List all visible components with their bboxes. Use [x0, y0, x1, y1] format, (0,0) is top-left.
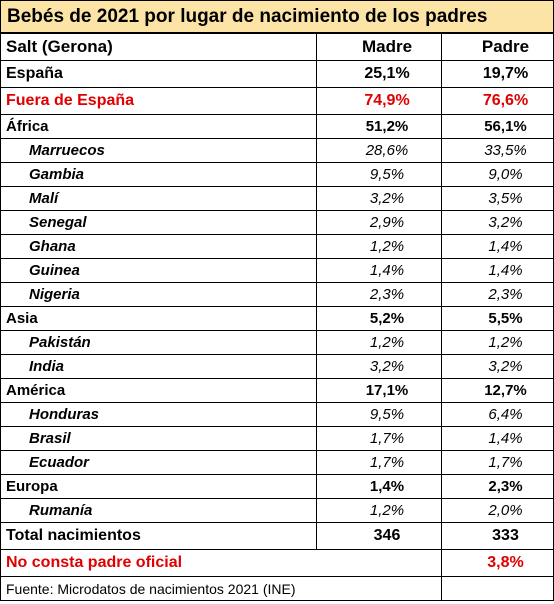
table-row-europa: Europa 1,4% 2,3% [0, 474, 554, 499]
row-label: Rumanía [0, 498, 317, 523]
father-value: 5,5% [441, 306, 554, 331]
row-label: Brasil [0, 426, 317, 451]
table-row-total: Total nacimientos 346 333 [0, 522, 554, 550]
table-row-source: Fuente: Microdatos de nacimientos 2021 (… [0, 576, 554, 601]
header-mother: Madre [316, 33, 442, 61]
header-row: Salt (Gerona) Madre Padre [0, 33, 554, 61]
births-table: Salt (Gerona) Madre Padre España 25,1% 19,… [0, 33, 554, 601]
table-row-africa: África 51,2% 56,1% [0, 114, 554, 139]
table-row-gambia: Gambia 9,5% 9,0% [0, 162, 554, 187]
table-row-espana: España 25,1% 19,7% [0, 60, 554, 88]
mother-value: 28,6% [316, 138, 442, 163]
table-row-asia: Asia 5,2% 5,5% [0, 306, 554, 331]
father-value: 2,3% [441, 282, 554, 307]
mother-value: 9,5% [316, 402, 442, 427]
mother-value: 51,2% [316, 114, 442, 139]
table-row-honduras: Honduras 9,5% 6,4% [0, 402, 554, 427]
father-value: 6,4% [441, 402, 554, 427]
table-row-fuera-de-espana: Fuera de España 74,9% 76,6% [0, 87, 554, 115]
mother-value: 3,2% [316, 186, 442, 211]
total-mother: 346 [316, 522, 442, 550]
source-note: Fuente: Microdatos de nacimientos 2021 (… [0, 576, 442, 601]
table-row-brasil: Brasil 1,7% 1,4% [0, 426, 554, 451]
mother-value: 74,9% [316, 87, 442, 115]
mother-value: 5,2% [316, 306, 442, 331]
row-label: España [0, 60, 317, 88]
mother-value: 25,1% [316, 60, 442, 88]
row-label: Marruecos [0, 138, 317, 163]
table-row-india: India 3,2% 3,2% [0, 354, 554, 379]
father-value: 33,5% [441, 138, 554, 163]
father-value: 1,4% [441, 234, 554, 259]
row-label: Guinea [0, 258, 317, 283]
mother-value: 3,2% [316, 354, 442, 379]
mother-value: 9,5% [316, 162, 442, 187]
header-place: Salt (Gerona) [0, 33, 317, 61]
father-value: 56,1% [441, 114, 554, 139]
father-value: 9,0% [441, 162, 554, 187]
header-father: Padre [441, 33, 554, 61]
mother-value: 1,2% [316, 498, 442, 523]
row-label: Fuera de España [0, 87, 317, 115]
table-row-rumania: Rumanía 1,2% 2,0% [0, 498, 554, 523]
mother-value: 2,9% [316, 210, 442, 235]
row-label: India [0, 354, 317, 379]
source-empty [441, 576, 554, 601]
mother-value: 1,4% [316, 258, 442, 283]
mother-value: 1,7% [316, 426, 442, 451]
mother-value: 2,3% [316, 282, 442, 307]
mother-value: 1,7% [316, 450, 442, 475]
row-label: Ghana [0, 234, 317, 259]
row-label: Asia [0, 306, 317, 331]
father-value: 19,7% [441, 60, 554, 88]
father-value: 3,2% [441, 354, 554, 379]
table-row-no-father: No consta padre oficial 3,8% [0, 549, 554, 577]
father-value: 2,0% [441, 498, 554, 523]
mother-value: 1,2% [316, 330, 442, 355]
total-label: Total nacimientos [0, 522, 317, 550]
row-label: Gambia [0, 162, 317, 187]
table-row-marruecos: Marruecos 28,6% 33,5% [0, 138, 554, 163]
row-label: Honduras [0, 402, 317, 427]
row-label: Senegal [0, 210, 317, 235]
row-label: Malí [0, 186, 317, 211]
row-label: Pakistán [0, 330, 317, 355]
no-father-mother-empty [316, 549, 442, 577]
row-label: Nigeria [0, 282, 317, 307]
father-value: 76,6% [441, 87, 554, 115]
table-row-mali: Malí 3,2% 3,5% [0, 186, 554, 211]
father-value: 2,3% [441, 474, 554, 499]
father-value: 1,4% [441, 258, 554, 283]
total-father: 333 [441, 522, 554, 550]
mother-value: 17,1% [316, 378, 442, 403]
table-row-ghana: Ghana 1,2% 1,4% [0, 234, 554, 259]
father-value: 1,4% [441, 426, 554, 451]
row-label: África [0, 114, 317, 139]
table-title: Bebés de 2021 por lugar de nacimiento de… [0, 0, 554, 33]
no-father-label: No consta padre oficial [0, 549, 317, 577]
table-row-nigeria: Nigeria 2,3% 2,3% [0, 282, 554, 307]
row-label: Ecuador [0, 450, 317, 475]
father-value: 3,2% [441, 210, 554, 235]
table-row-pakistan: Pakistán 1,2% 1,2% [0, 330, 554, 355]
table-row-america: América 17,1% 12,7% [0, 378, 554, 403]
table-row-ecuador: Ecuador 1,7% 1,7% [0, 450, 554, 475]
father-value: 1,7% [441, 450, 554, 475]
row-label: Europa [0, 474, 317, 499]
father-value: 1,2% [441, 330, 554, 355]
table-row-guinea: Guinea 1,4% 1,4% [0, 258, 554, 283]
father-value: 12,7% [441, 378, 554, 403]
no-father-value: 3,8% [441, 549, 554, 577]
mother-value: 1,4% [316, 474, 442, 499]
mother-value: 1,2% [316, 234, 442, 259]
table-row-senegal: Senegal 2,9% 3,2% [0, 210, 554, 235]
father-value: 3,5% [441, 186, 554, 211]
row-label: América [0, 378, 317, 403]
